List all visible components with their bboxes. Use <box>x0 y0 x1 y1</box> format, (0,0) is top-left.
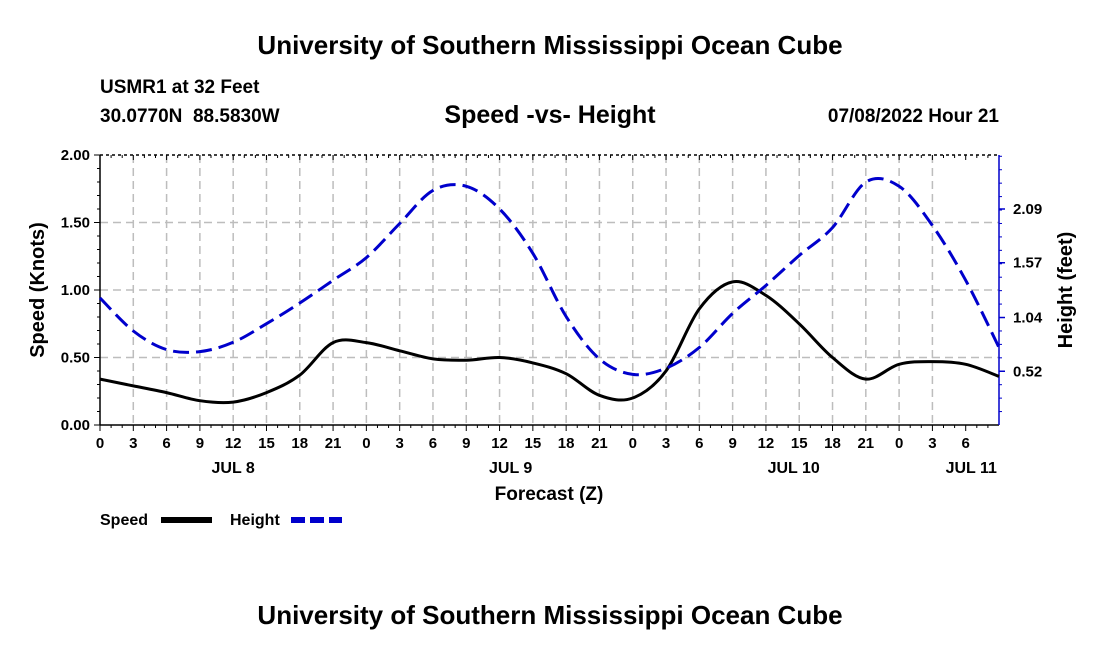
x-tick-label: 0 <box>895 435 903 452</box>
y2-tick-label: 2.09 <box>1013 201 1042 218</box>
x-tick-label: 0 <box>629 435 637 452</box>
y-tick-label: 1.00 <box>61 282 90 299</box>
date-label: JUL 8 <box>212 460 255 477</box>
y2-tick-label: 1.57 <box>1013 255 1042 272</box>
coordinates-label: 30.0770N 88.5830W <box>100 106 280 127</box>
y-tick-label: 1.50 <box>61 215 90 232</box>
x-tick-label: 3 <box>129 435 137 452</box>
x-tick-label: 12 <box>758 435 775 452</box>
y2-tick-label: 0.52 <box>1013 363 1042 380</box>
x-tick-label: 18 <box>291 435 308 452</box>
date-label: JUL 9 <box>489 460 532 477</box>
y-tick-label: 0.00 <box>61 417 90 434</box>
x-tick-label: 9 <box>196 435 204 452</box>
forecast-datetime: 07/08/2022 Hour 21 <box>827 106 999 127</box>
x-tick-label: 9 <box>462 435 470 452</box>
x-tick-label: 3 <box>395 435 403 452</box>
y2-axis-label: Height (feet) <box>1055 232 1077 349</box>
legend-height-label: Height <box>230 512 280 529</box>
x-tick-label: 9 <box>728 435 736 452</box>
x-tick-label: 12 <box>225 435 242 452</box>
speed-series-line <box>99 280 1000 405</box>
legend: Speed Height <box>100 512 342 529</box>
x-tick-label: 3 <box>662 435 670 452</box>
x-tick-label: 6 <box>162 435 170 452</box>
date-label: JUL 11 <box>946 460 997 477</box>
height-series-line <box>98 176 1001 377</box>
x-tick-label: 6 <box>429 435 437 452</box>
x-tick-label: 6 <box>695 435 703 452</box>
x-axis-label: Forecast (Z) <box>495 484 604 505</box>
right-axis: 0.52 1.04 1.57 2.09 <box>999 155 1043 413</box>
y-tick-label: 2.00 <box>61 147 90 164</box>
x-tick-label: 0 <box>96 435 104 452</box>
x-axis: 0 3 6 9 12 15 18 21 0 3 6 9 12 15 18 21 0 3 6 9 12 15 18 21 0 3 6 J… <box>96 155 997 477</box>
x-tick-label: 21 <box>591 435 608 452</box>
chart-subtitle: Speed -vs- Height <box>444 101 656 129</box>
x-tick-label: 12 <box>491 435 508 452</box>
x-tick-label: 0 <box>362 435 370 452</box>
page-title: University of Southern Mississippi Ocean… <box>257 30 843 60</box>
footer-title: University of Southern Mississippi Ocean… <box>257 600 843 630</box>
x-tick-label: 15 <box>791 435 808 452</box>
station-label: USMR1 at 32 Feet <box>100 77 260 98</box>
series-layer <box>98 176 1001 405</box>
x-tick-label: 21 <box>857 435 874 452</box>
x-tick-label: 15 <box>258 435 275 452</box>
x-tick-label: 18 <box>558 435 575 452</box>
x-tick-label: 6 <box>962 435 970 452</box>
legend-speed-label: Speed <box>100 512 148 529</box>
left-axis: 0.00 0.50 1.00 1.50 2.00 <box>61 147 100 434</box>
x-tick-label: 21 <box>325 435 342 452</box>
y-tick-label: 0.50 <box>61 350 90 367</box>
x-tick-label: 3 <box>928 435 936 452</box>
date-label: JUL 10 <box>768 460 820 477</box>
x-tick-label: 15 <box>525 435 542 452</box>
x-tick-label: 18 <box>824 435 841 452</box>
grid-lines <box>100 154 999 425</box>
speed-height-chart: 0.00 0.50 1.00 1.50 2.00 0.52 1.04 1.57 2.09 0 3… <box>27 147 1077 529</box>
y-axis-label: Speed (Knots) <box>27 222 49 358</box>
y2-tick-label: 1.04 <box>1013 310 1043 327</box>
